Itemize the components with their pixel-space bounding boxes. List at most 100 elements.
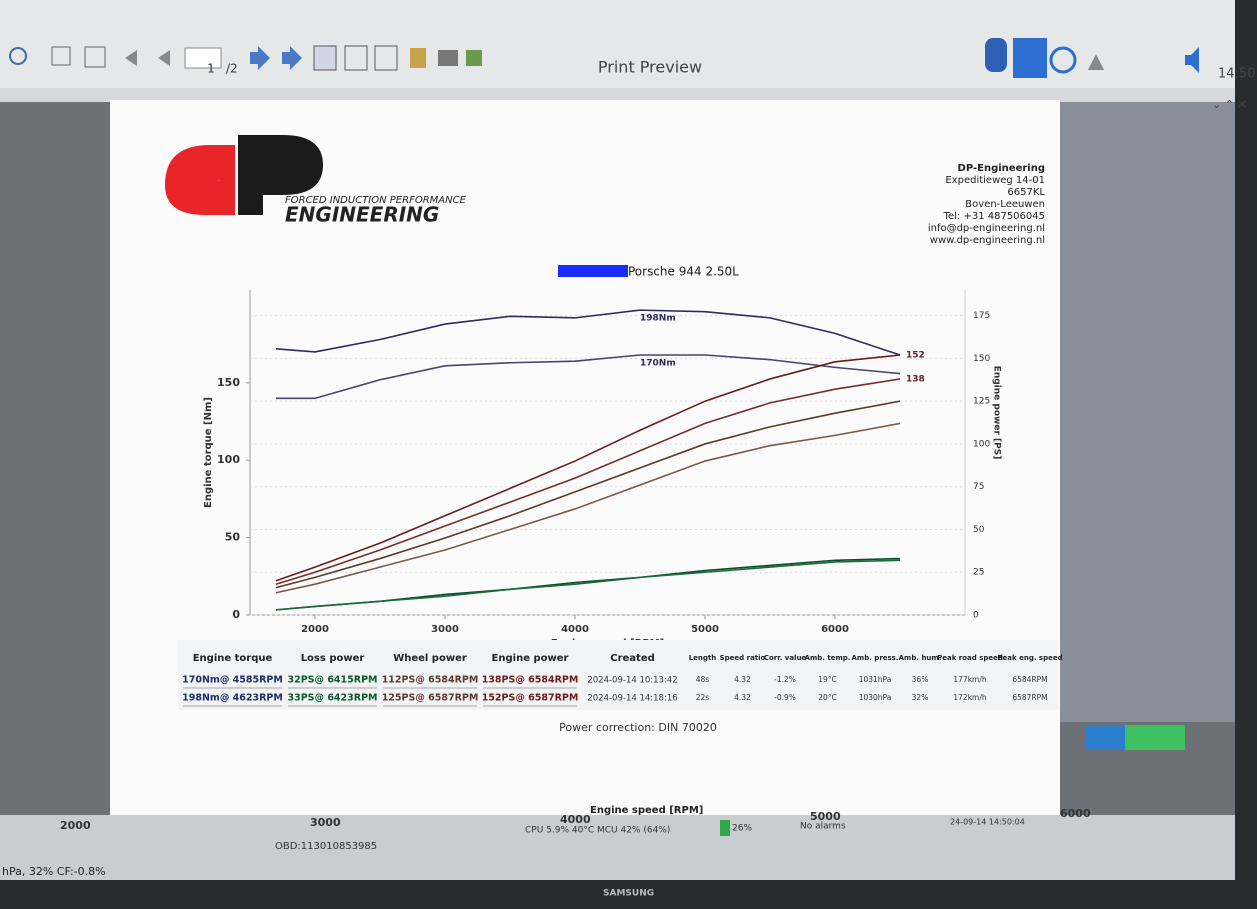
app-bar: [0, 815, 1235, 880]
x-tick-label: 5000: [691, 624, 719, 635]
address-line: info@dp-engineering.nl: [928, 223, 1045, 234]
side-area: [1060, 102, 1235, 722]
y2-tick-label: 125: [973, 397, 990, 407]
series-line: [275, 400, 901, 589]
series-line: [275, 309, 901, 356]
background-app: 2000 3000 4000 5000 6000 Engine speed [RPM] OB…: [0, 725, 1235, 899]
address-line: Boven-Leeuwen: [965, 199, 1045, 210]
app-status-ok: [1125, 725, 1185, 750]
table-cell: 177km/h: [953, 675, 986, 684]
table-header: Speed ratio: [720, 654, 766, 662]
print-button[interactable]: [438, 50, 458, 66]
logo-name: ENGINEERING: [285, 203, 439, 227]
table-cell: 112PS@ 6584RPM: [382, 675, 479, 686]
y2-tick-label: 25: [973, 568, 984, 578]
table-cell: 170Nm@ 4585RPM: [182, 675, 283, 686]
table-header: Amb. hum.: [899, 654, 942, 662]
table-cell: 48s: [696, 675, 710, 684]
page-count: /2: [226, 62, 238, 76]
bluetooth-icon[interactable]: [985, 38, 1007, 72]
toolbar-icons: [9, 38, 1199, 78]
eject-icon[interactable]: [1088, 54, 1104, 70]
power-correction: Power correction: DIN 70020: [559, 721, 717, 734]
logo-tagline: FORCED INDUCTION PERFORMANCE: [285, 195, 467, 206]
page-input[interactable]: [184, 47, 222, 69]
app-status-text: hPa, 32% CF:-0.8%: [2, 865, 106, 878]
app-axis-label: Engine speed [RPM]: [590, 805, 703, 816]
y2-tick-label: 175: [973, 311, 990, 321]
address-line: DP-Engineering: [958, 163, 1045, 174]
two-pages[interactable]: [344, 45, 368, 71]
table-cell: 125PS@ 6587RPM: [382, 693, 479, 704]
table-cell: 2024-09-14 14:18:16: [587, 694, 677, 704]
download-icon[interactable]: [1049, 46, 1077, 74]
logo-mark: dP: [218, 180, 220, 182]
window-title: Print Preview: [598, 58, 702, 77]
window-controls[interactable]: ⌄ ⌃ ✕: [1212, 98, 1247, 111]
brand: SAMSUNG: [603, 889, 654, 899]
table-header: Peak eng. speed: [997, 654, 1062, 662]
close-preview[interactable]: [466, 50, 482, 66]
table-cell: 32%: [912, 693, 929, 702]
table-header: Peak road speed: [937, 654, 1003, 662]
y2-tick-label: 0: [973, 611, 979, 621]
subbar: [0, 88, 1235, 102]
table-cell: 6584RPM: [1012, 675, 1047, 684]
table-cell: 4.32: [734, 675, 751, 684]
all-pages[interactable]: [374, 45, 398, 71]
table-cell: 22s: [696, 693, 710, 702]
series-line: [275, 354, 901, 582]
table-cell: 198Nm@ 4623RPM: [182, 693, 283, 704]
address-line: 6657KL: [1007, 187, 1045, 198]
last-page[interactable]: [282, 46, 302, 70]
next-page[interactable]: [250, 46, 270, 70]
network-icon[interactable]: [1013, 38, 1047, 78]
address-line: www.dp-engineering.nl: [930, 235, 1045, 246]
table-cell: 1030hPa: [859, 693, 892, 702]
font-button[interactable]: [84, 46, 106, 68]
y2-tick-label: 50: [973, 525, 985, 535]
annotation: 198Nm: [640, 314, 676, 324]
logo-d: [165, 145, 235, 215]
clock: 14:50: [1218, 67, 1255, 82]
app-tick-label: 6000: [1060, 807, 1091, 820]
y2-tick-label: 75: [973, 482, 984, 492]
table-header: Engine power: [492, 653, 569, 664]
redaction: [558, 265, 628, 277]
y2-tick-label: 150: [973, 354, 990, 364]
logo-p: [238, 135, 323, 215]
table-header: Loss power: [301, 653, 365, 664]
font-button[interactable]: [51, 46, 71, 66]
zoom-button[interactable]: [9, 47, 27, 65]
table-cell: 20°C: [818, 693, 837, 702]
app-tick-label: 2000: [60, 819, 91, 832]
app-tick-label: 4000: [560, 813, 591, 826]
table-header: Length: [689, 654, 717, 662]
app-load-bar: [720, 820, 730, 836]
table-cell: 152PS@ 6587RPM: [482, 693, 579, 704]
first-page[interactable]: [125, 50, 137, 66]
table-header: Corr. value: [764, 654, 807, 662]
table-cell: 36%: [912, 675, 929, 684]
volume-icon[interactable]: [1185, 47, 1199, 73]
page-setup[interactable]: [410, 48, 426, 68]
app-obd: OBD:113010853985: [275, 841, 377, 852]
x-tick-label: 6000: [821, 624, 849, 635]
table-bg: [178, 640, 1058, 710]
y-axis-label: Engine torque [Nm]: [203, 397, 214, 508]
y-tick-label: 150: [217, 376, 240, 389]
single-page[interactable]: [313, 45, 337, 71]
table-header: Amb. temp.: [805, 654, 851, 662]
app-timestamp: 24-09-14 14:50:04: [950, 818, 1025, 827]
annotation: 170Nm: [640, 359, 676, 369]
y2-axis-label: Engine power [PS]: [992, 366, 1002, 460]
y-tick-label: 100: [217, 453, 240, 466]
app-load: 26%: [732, 824, 752, 834]
y2-tick-label: 100: [973, 439, 990, 449]
prev-page[interactable]: [158, 50, 170, 66]
table-cell: -1.2%: [774, 675, 796, 684]
table-header: Amb. press.: [851, 654, 898, 662]
table-cell: -0.9%: [774, 693, 796, 702]
